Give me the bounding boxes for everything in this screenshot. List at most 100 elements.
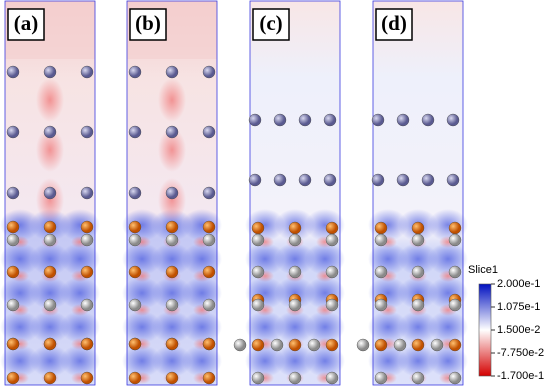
- colorbar-tick-label: -1.700e-1: [497, 370, 544, 382]
- density-blob: [275, 243, 315, 275]
- density-blob: [0, 345, 40, 377]
- atom: [165, 337, 179, 351]
- atom: [270, 338, 284, 352]
- density-blob: [152, 243, 192, 275]
- panel-frame: [4, 0, 96, 386]
- panel-label: (d): [381, 11, 407, 35]
- atom: [448, 221, 462, 235]
- atom: [6, 186, 20, 200]
- density-blob: [60, 209, 100, 241]
- atom: [43, 220, 57, 234]
- atom: [6, 233, 20, 247]
- density-blob: [158, 78, 186, 122]
- atom: [128, 220, 142, 234]
- panel: (b): [122, 0, 222, 386]
- panel-label-box: [252, 8, 290, 41]
- atom: [251, 298, 265, 312]
- colorbar-tick-label: -7.750e-2: [497, 347, 544, 359]
- atom: [374, 233, 388, 247]
- atom: [202, 220, 216, 234]
- panel-frame: [372, 0, 464, 386]
- atom: [165, 220, 179, 234]
- atom: [288, 371, 302, 385]
- atom: [43, 186, 57, 200]
- atom: [165, 233, 179, 247]
- atom: [273, 173, 287, 187]
- atom: [202, 186, 216, 200]
- atom: [288, 221, 302, 235]
- atom: [251, 221, 265, 235]
- atom: [128, 125, 142, 139]
- density-blob: [275, 311, 315, 343]
- atom: [411, 233, 425, 247]
- atom: [325, 371, 339, 385]
- atom: [80, 125, 94, 139]
- atom: [165, 371, 179, 385]
- atom: [307, 338, 321, 352]
- atom: [43, 371, 57, 385]
- density-blob: [0, 209, 40, 241]
- density-blob: [30, 277, 70, 309]
- atom: [6, 65, 20, 79]
- density-blob: [305, 345, 345, 377]
- atom: [43, 265, 57, 279]
- atom: [448, 265, 462, 279]
- panel-frame: [249, 0, 341, 386]
- atom: [80, 337, 94, 351]
- density-blob: [122, 209, 162, 241]
- atom: [128, 265, 142, 279]
- density-blob: [368, 311, 408, 343]
- atom: [80, 233, 94, 247]
- atom: [325, 338, 339, 352]
- atom: [202, 337, 216, 351]
- density-blob: [398, 345, 438, 377]
- atom: [374, 371, 388, 385]
- atom: [202, 65, 216, 79]
- atom: [396, 113, 410, 127]
- density-blob: [30, 243, 70, 275]
- density-blob: [36, 128, 64, 172]
- atom: [411, 265, 425, 279]
- atom: [396, 173, 410, 187]
- atom: [43, 65, 57, 79]
- atom: [374, 298, 388, 312]
- atom: [165, 265, 179, 279]
- atom: [202, 298, 216, 312]
- colorbar-tick-label: 1.075e-1: [497, 301, 540, 313]
- panel: (a): [0, 0, 100, 386]
- panel-label: (b): [135, 11, 161, 35]
- atom: [288, 298, 302, 312]
- atom: [288, 338, 302, 352]
- atom: [430, 338, 444, 352]
- atom: [323, 113, 337, 127]
- atom: [248, 173, 262, 187]
- atom: [6, 337, 20, 351]
- atom: [80, 186, 94, 200]
- density-blob: [122, 345, 162, 377]
- panel-label: (c): [259, 11, 282, 35]
- colorbar-tick-label: 1.500e-2: [497, 324, 540, 336]
- atom: [80, 65, 94, 79]
- atom: [128, 186, 142, 200]
- atom: [202, 371, 216, 385]
- density-blob: [158, 128, 186, 172]
- atom: [251, 338, 265, 352]
- atom: [233, 338, 247, 352]
- density-blob: [152, 311, 192, 343]
- atom: [6, 265, 20, 279]
- atom: [446, 173, 460, 187]
- atom: [411, 221, 425, 235]
- density-blob: [158, 178, 186, 222]
- panel: (d): [356, 0, 468, 386]
- density-blob: [275, 345, 315, 377]
- density-blob: [428, 345, 468, 377]
- atom: [411, 371, 425, 385]
- atom: [421, 173, 435, 187]
- density-blob: [152, 277, 192, 309]
- atom: [251, 265, 265, 279]
- atom: [248, 113, 262, 127]
- density-blob: [398, 243, 438, 275]
- panel-label-box: [129, 8, 167, 41]
- atom: [202, 265, 216, 279]
- atom: [323, 173, 337, 187]
